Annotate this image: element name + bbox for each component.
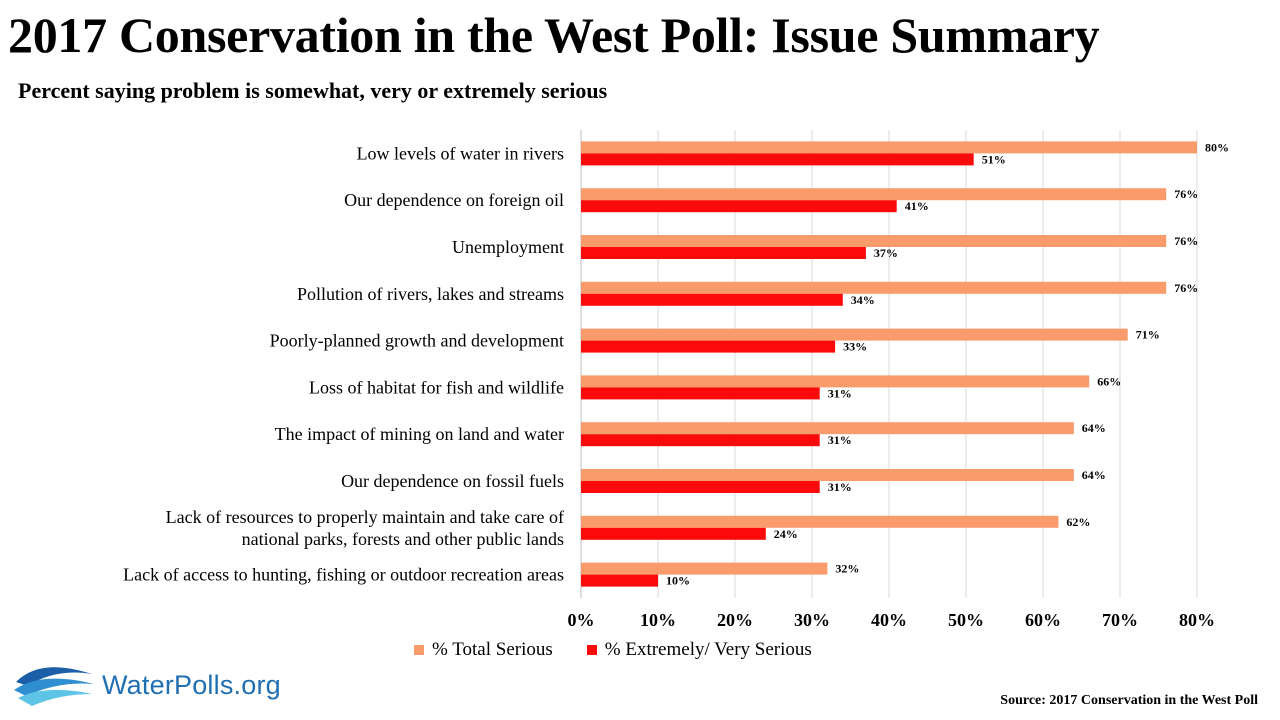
wave-logo-icon (14, 667, 94, 706)
data-label: 80% (1205, 140, 1229, 154)
data-label: 41% (905, 199, 929, 213)
category-label: Loss of habitat for fish and wildlife (309, 377, 564, 397)
category-label: Poorly-planned growth and development (270, 331, 564, 351)
category-label: Our dependence on fossil fuels (341, 471, 564, 491)
bar (581, 153, 974, 166)
data-label: 66% (1097, 374, 1121, 388)
chart-legend: % Total Serious % Extremely/ Very Seriou… (414, 638, 846, 662)
category-label: national parks, forests and other public… (242, 529, 564, 549)
data-label: 31% (828, 386, 852, 400)
x-tick-label: 0% (568, 610, 595, 630)
data-label: 37% (874, 246, 898, 260)
data-label: 24% (774, 527, 798, 541)
legend-label-extremely-very-serious: % Extremely/ Very Serious (604, 639, 812, 660)
data-label: 10% (666, 574, 690, 588)
x-tick-label: 40% (871, 610, 907, 630)
data-label: 71% (1136, 328, 1160, 342)
legend-label-total-serious: % Total Serious (432, 639, 553, 660)
data-label: 33% (843, 340, 867, 354)
legend-swatch-total-serious (414, 645, 424, 655)
category-label: Unemployment (452, 237, 564, 257)
chart-title: 2017 Conservation in the West Poll: Issu… (8, 7, 1100, 63)
data-label: 62% (1066, 515, 1090, 529)
category-label: Lack of access to hunting, fishing or ou… (123, 565, 564, 585)
category-label: Pollution of rivers, lakes and streams (297, 284, 564, 304)
bar (581, 574, 658, 587)
category-label: Low levels of water in rivers (357, 143, 564, 163)
bar (581, 469, 1074, 481)
bar (581, 141, 1197, 154)
x-tick-label: 20% (717, 610, 753, 630)
bar (581, 200, 897, 213)
chart-subtitle: Percent saying problem is somewhat, very… (18, 78, 608, 103)
bar (581, 434, 820, 447)
legend-item-extremely-very-serious: % Extremely/ Very Serious (586, 639, 812, 661)
bar (581, 562, 828, 575)
bar (581, 235, 1167, 247)
bar (581, 515, 1059, 528)
waterpolls-logo[interactable]: WaterPolls.org (12, 660, 281, 710)
data-label: 31% (828, 433, 852, 447)
logo-text: WaterPolls.org (102, 669, 281, 700)
bar (581, 293, 843, 306)
legend-swatch-extremely-very-serious (586, 645, 597, 655)
bar (581, 247, 866, 259)
x-tick-label: 10% (640, 610, 676, 630)
data-label: 76% (1174, 187, 1198, 201)
x-tick-label: 70% (1102, 610, 1138, 630)
bar (581, 375, 1090, 388)
bar (581, 340, 836, 353)
data-label: 64% (1082, 468, 1106, 482)
bar (581, 328, 1128, 341)
data-label: 31% (828, 480, 852, 494)
x-tick-label: 50% (948, 610, 984, 630)
x-tick-label: 80% (1179, 610, 1215, 630)
category-label: Lack of resources to properly maintain a… (166, 507, 564, 527)
bar (581, 422, 1074, 435)
x-tick-label: 30% (794, 610, 830, 630)
data-label: 76% (1174, 281, 1198, 295)
data-label: 64% (1082, 421, 1106, 435)
data-label: 76% (1174, 234, 1198, 248)
data-label: 32% (835, 562, 859, 576)
bar (581, 281, 1167, 294)
legend-item-total-serious: % Total Serious (414, 639, 553, 661)
data-label: 34% (851, 293, 875, 307)
bar (581, 481, 820, 493)
bar (581, 527, 766, 540)
category-label: Our dependence on foreign oil (344, 190, 564, 210)
source-note: Source: 2017 Conservation in the West Po… (1000, 693, 1258, 708)
x-tick-label: 60% (1025, 610, 1061, 630)
category-label: The impact of mining on land and water (275, 424, 564, 444)
data-label: 51% (982, 152, 1006, 166)
bar (581, 387, 820, 400)
bar (581, 188, 1167, 201)
